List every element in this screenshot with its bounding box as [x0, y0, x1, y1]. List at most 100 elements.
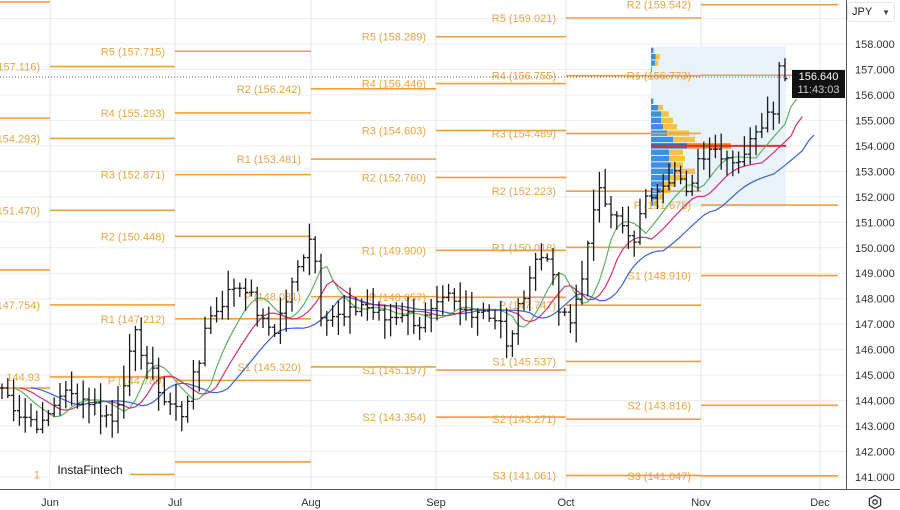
volume-bar-up — [651, 54, 656, 60]
volume-bar-up — [651, 66, 652, 73]
ohlc-bar — [498, 300, 504, 339]
volume-bar-up — [651, 104, 659, 111]
price-tick-label: 147.000 — [855, 319, 895, 331]
ohlc-bar — [492, 309, 498, 330]
price-tick-label: 151.000 — [855, 217, 895, 229]
pivot-label: S3 (141.061) — [492, 470, 556, 482]
price-tick-label: 141.000 — [855, 472, 895, 484]
pivot-label: R5 (157.715) — [101, 46, 165, 58]
pivot-label: R1 (147.212) — [101, 314, 165, 326]
ohlc-bar — [295, 260, 301, 292]
ohlc-bar — [86, 387, 92, 424]
ohlc-bar — [451, 288, 457, 311]
ohlc-bar — [666, 163, 672, 191]
ohlc-bar — [393, 302, 399, 326]
pivot-label: S1 (148.910) — [627, 271, 691, 283]
volume-bar-down — [661, 117, 673, 124]
ohlc-bar — [127, 333, 133, 397]
ohlc-bar — [237, 282, 243, 297]
ohlc-bar — [132, 325, 138, 372]
ohlc-bar — [649, 187, 655, 202]
pivot-label: 151.470) — [0, 205, 40, 217]
volume-bar-down — [669, 155, 685, 162]
ohlc-bar — [324, 311, 330, 336]
volume-bar-down — [671, 162, 683, 168]
ohlc-bar — [57, 382, 63, 416]
time-axis[interactable]: Jun Jul Aug Sep Oct Nov Dec — [41, 497, 830, 509]
ohlc-bar — [701, 141, 707, 170]
price-tick-label: 148.000 — [855, 294, 895, 306]
price-tick-label: 145.000 — [855, 370, 895, 382]
pivot-label: S2 (143.271) — [492, 414, 556, 426]
currency-label: JPY — [852, 6, 873, 18]
volume-bar-up — [651, 47, 653, 54]
ohlc-bar — [591, 189, 597, 261]
pivot-label: R1 (149.900) — [362, 245, 426, 257]
ohlc-bar — [98, 383, 104, 435]
ohlc-bar — [654, 184, 660, 210]
ohlc-bar — [475, 308, 481, 336]
ohlc-bar — [283, 289, 289, 332]
ohlc-bar — [51, 397, 57, 417]
ohlc-bar — [486, 304, 492, 322]
volume-bar-down — [673, 136, 695, 143]
pivot-label: R4 (156.446) — [362, 79, 426, 91]
ohlc-bar — [22, 398, 28, 433]
price-axis[interactable]: 158.000 157.000 156.000 155.000 154.000 153.0… — [855, 39, 895, 484]
ohlc-bar — [231, 278, 237, 307]
ohlc-bar — [260, 308, 266, 329]
ohlc-bar — [40, 402, 46, 434]
ohlc-bar — [80, 380, 86, 419]
ohlc-bar — [359, 298, 365, 317]
volume-bar-up — [651, 155, 669, 162]
ohlc-bar — [254, 286, 260, 327]
ohlc-bar — [689, 174, 695, 196]
ohlc-bar — [614, 211, 620, 230]
ohlc-bar — [469, 292, 475, 328]
ohlc-bar — [544, 253, 550, 262]
pivot-label: R2 (152.223) — [492, 186, 556, 198]
ohlc-bar — [225, 270, 231, 320]
ohlc-bar — [34, 410, 40, 434]
ohlc-bar — [411, 298, 417, 335]
ohlc-bar — [533, 252, 539, 291]
ohlc-bar — [770, 101, 776, 131]
ohlc-bar — [579, 260, 585, 305]
moving-average-fast — [13, 98, 798, 418]
pivot-label: R2 (159.542) — [627, 0, 691, 12]
currency-selector[interactable]: JPY ▼ — [847, 2, 895, 22]
pivot-label: R4 (156.755) — [492, 71, 556, 83]
ohlc-bar — [718, 133, 724, 170]
ohlc-bar — [643, 189, 649, 219]
volume-bar-down — [657, 194, 663, 200]
ohlc-bar — [695, 148, 701, 192]
volume-bar-up — [651, 136, 673, 143]
ohlc-bar — [678, 165, 684, 185]
pivot-levels: 157.116) 154.293) 151.470) 147.754) 144.93 1 R… — [0, 0, 838, 483]
volume-bar-up — [651, 98, 653, 104]
pivot-label: 144.93 — [6, 372, 40, 384]
ohlc-bar — [567, 304, 573, 334]
ohlc-bar — [765, 96, 771, 133]
pivot-label: R5 (159.021) — [492, 13, 556, 25]
volume-bar-up — [651, 175, 669, 181]
ohlc-bar — [277, 297, 283, 344]
ohlc-bar — [585, 240, 591, 297]
volume-bar-up — [651, 124, 663, 130]
ohlc-bar — [515, 298, 521, 345]
watermark-logo: InstaFintech — [50, 458, 130, 482]
volume-bar-up — [651, 194, 657, 200]
ohlc-bar — [747, 127, 753, 165]
ohlc-bar — [208, 306, 214, 335]
ohlc-bar — [625, 206, 631, 249]
volume-profile — [651, 46, 786, 208]
settings-icon[interactable] — [867, 494, 883, 510]
ohlc-bar — [463, 290, 469, 321]
pivot-label: S1 (145.197) — [362, 365, 426, 377]
ohlc-bar — [683, 170, 689, 197]
ohlc-bar — [602, 168, 608, 207]
ohlc-bar — [115, 386, 121, 434]
ohlc-bar — [550, 247, 556, 286]
volume-bar-up — [651, 117, 661, 124]
